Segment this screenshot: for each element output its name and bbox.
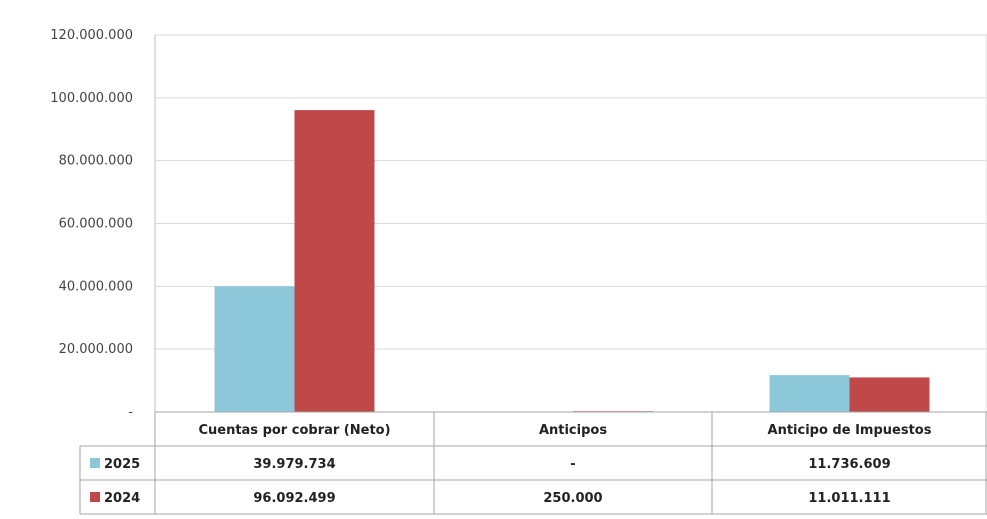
legend-swatch-2024 [90,492,100,502]
category-label: Anticipos [539,423,607,438]
y-tick-label: - [128,405,133,420]
bars [214,110,930,412]
table-cell-value: - [570,457,575,472]
y-tick-label: 40.000.000 [59,279,133,294]
table-cell-value: 96.092.499 [253,491,335,506]
y-tick-label: 100.000.000 [50,91,133,106]
y-tick-label: 120.000.000 [50,28,133,43]
bar-2025-2 [769,375,850,412]
gridlines [154,34,987,412]
y-axis-ticks: - 20.000.000 40.000.000 60.000.000 80.000.00… [50,28,133,420]
data-table: Cuentas por cobrar (Neto) Anticipos Antici… [79,411,987,515]
y-tick-label: 80.000.000 [59,154,133,169]
bar-2024-2 [849,377,930,412]
table-cell-value: 11.011.111 [808,491,890,506]
category-label: Cuentas por cobrar (Neto) [198,423,390,438]
bar-2024-0 [294,110,375,412]
legend-swatch-2025 [90,458,100,468]
table-cell-value: 39.979.734 [253,457,335,472]
table-cell-value: 11.736.609 [808,457,890,472]
y-tick-label: 60.000.000 [59,217,133,232]
legend-label-2025: 2025 [104,457,140,472]
y-tick-label: 20.000.000 [59,342,133,357]
bar-2025-0 [214,286,295,412]
table-cell-value: 250.000 [543,491,602,506]
legend-label-2024: 2024 [104,491,140,506]
category-label: Anticipo de Impuestos [768,423,932,438]
